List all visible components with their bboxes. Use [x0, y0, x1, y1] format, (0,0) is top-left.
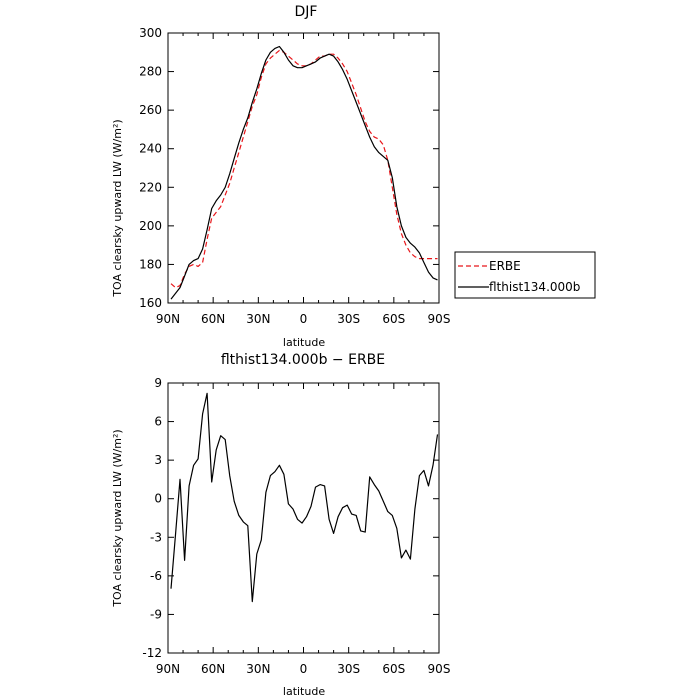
y-tick-label-bottom: -12 [142, 646, 162, 660]
x-tick-label-bottom: 30S [337, 662, 360, 676]
y-tick-label-top: 160 [139, 296, 162, 310]
y-tick-label-top: 200 [139, 219, 162, 233]
y-tick-label-top: 240 [139, 142, 162, 156]
chart-title-bottom: flthist134.000b − ERBE [221, 352, 385, 368]
x-tick-label-top: 30N [246, 312, 270, 326]
y-tick-label-bottom: -3 [150, 530, 162, 544]
panel-bottom: flthist134.000b − ERBE -12 -9 -6 -3 0 3 6 9 90N 6… [111, 352, 450, 698]
series-group-bottom [170, 392, 439, 603]
x-tick-label-bottom: 60S [382, 662, 405, 676]
y-tick-label-bottom: -6 [150, 569, 162, 583]
x-tick-label-top: 90S [428, 312, 451, 326]
y-tick-label-top: 220 [139, 180, 162, 194]
legend-box [454, 251, 596, 299]
y-tick-label-top: 280 [139, 65, 162, 79]
x-axis-label-top: latitude [283, 336, 325, 349]
y-axis-label-top: TOA clearsky upward LW (W/m²) [111, 119, 124, 297]
y-tick-label-bottom: 3 [154, 453, 162, 467]
x-tick-label-bottom: 90N [156, 662, 180, 676]
y-tick-label-bottom: 9 [154, 376, 162, 390]
legend-label-erbe: ERBE [489, 259, 521, 273]
x-axis-label-bottom: latitude [283, 685, 325, 698]
x-tick-label-top: 60N [201, 312, 225, 326]
x-tick-label-top: 30S [337, 312, 360, 326]
y-tick-label-bottom: 6 [154, 415, 162, 429]
series-line-top-0 [170, 49, 438, 289]
y-tick-label-top: 300 [139, 26, 162, 40]
legend-label-model: flthist134.000b [489, 280, 580, 294]
y-axis-label-bottom: TOA clearsky upward LW (W/m²) [111, 429, 124, 607]
legend: ERBE flthist134.000b [454, 251, 596, 299]
y-tick-label-bottom: 0 [154, 492, 162, 506]
x-tick-label-bottom: 60N [201, 662, 225, 676]
x-tick-label-top: 90N [156, 312, 180, 326]
chart-title-top: DJF [295, 4, 318, 20]
y-tick-label-top: 180 [139, 257, 162, 271]
series-line-top-1 [170, 45, 438, 300]
x-tick-label-top: 60S [382, 312, 405, 326]
axis-ticks-bottom: -12 -9 -6 -3 0 3 6 9 90N 60N 30N 0 30S 60S 90S [142, 376, 450, 676]
x-tick-label-bottom: 0 [300, 662, 308, 676]
panel-top: DJF 160 180 200 220 240 260 280 300 90N 60N 30N 0 30… [111, 4, 596, 349]
x-tick-label-top: 0 [300, 312, 308, 326]
series-group-top [170, 45, 438, 300]
series-line-bottom-0 [170, 392, 439, 603]
x-tick-label-bottom: 90S [428, 662, 451, 676]
y-tick-label-bottom: -9 [150, 607, 162, 621]
y-tick-label-top: 260 [139, 103, 162, 117]
plot-frame-top [167, 32, 440, 304]
x-tick-label-bottom: 30N [246, 662, 270, 676]
axis-ticks-top: 160 180 200 220 240 260 280 300 90N 60N 30N 0 30S 60S… [139, 26, 450, 326]
